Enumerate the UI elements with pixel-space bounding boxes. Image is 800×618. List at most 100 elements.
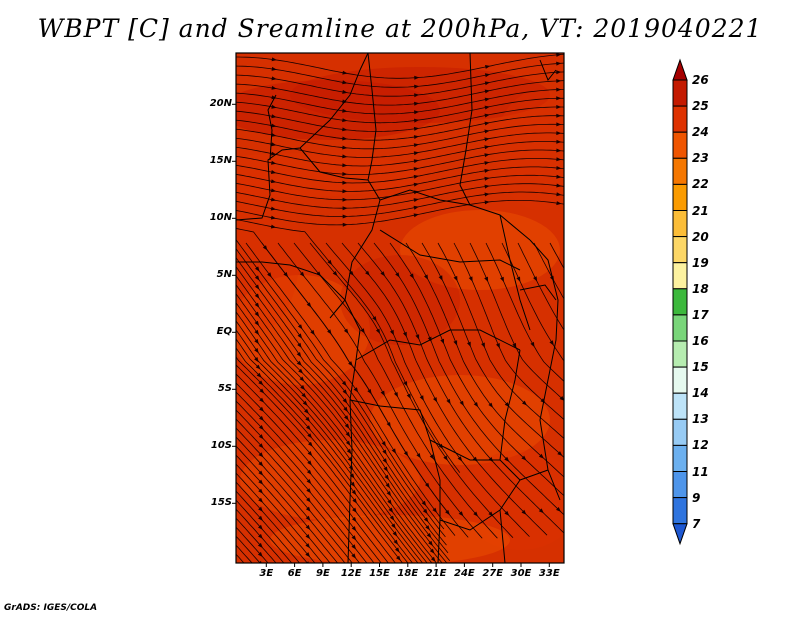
border-line xyxy=(329,53,381,319)
lon-tick-label: 21E xyxy=(425,568,447,579)
streamline-arrow xyxy=(344,423,350,429)
streamline-arrow xyxy=(484,89,490,94)
streamline xyxy=(453,242,564,421)
streamline-arrow xyxy=(422,508,428,514)
streamline xyxy=(236,535,261,563)
colorbar-level-label: 16 xyxy=(692,334,709,348)
streamline-arrow xyxy=(351,516,357,523)
lon-tick-label: 6E xyxy=(287,568,302,579)
streamlines xyxy=(236,53,564,563)
streamline-arrow xyxy=(343,406,348,412)
colorbar-box xyxy=(672,340,688,368)
streamline-arrow xyxy=(271,160,277,165)
streamline-arrow xyxy=(556,148,562,153)
streamline xyxy=(236,364,403,563)
border-line xyxy=(429,439,500,461)
grads-credit: GrADS: IGES/COLA xyxy=(4,603,98,613)
streamline-arrow xyxy=(258,524,263,530)
streamline-arrow xyxy=(367,389,372,395)
streamline-arrow xyxy=(258,452,264,458)
streamline-arrow xyxy=(342,222,348,227)
streamline xyxy=(236,141,564,167)
streamline-arrow xyxy=(297,324,303,330)
streamline-arrow xyxy=(443,455,448,461)
lat-tick-label: EQ xyxy=(216,326,232,338)
streamline-arrow xyxy=(484,145,490,150)
border-line xyxy=(529,239,561,501)
streamline-arrow xyxy=(556,183,562,188)
streamline-arrow xyxy=(342,108,348,113)
streamline xyxy=(236,517,277,563)
streamline-arrow xyxy=(307,451,313,457)
streamline-arrow xyxy=(341,380,347,387)
axis-ticks xyxy=(232,103,550,567)
streamline-arrow xyxy=(344,415,349,421)
streamline-arrow xyxy=(254,275,260,281)
streamline xyxy=(236,53,564,79)
streamline-arrow xyxy=(258,497,263,503)
streamline xyxy=(357,242,564,534)
streamline-arrow xyxy=(299,376,305,382)
streamline-arrow xyxy=(413,167,419,171)
streamline-arrow xyxy=(255,266,260,272)
lon-tick-label: 18E xyxy=(397,568,419,579)
border-line xyxy=(459,53,473,206)
streamline-arrow xyxy=(342,206,348,211)
streamline-arrow xyxy=(391,523,396,529)
streamline-arrow xyxy=(302,400,308,406)
colorbar-level-label: 25 xyxy=(692,99,709,114)
streamline-arrow xyxy=(556,113,562,118)
colorbar-level-label: 23 xyxy=(692,151,709,166)
streamline-arrow xyxy=(481,342,485,348)
colorbar-box xyxy=(672,314,688,342)
streamline-arrow xyxy=(258,434,264,440)
border-line xyxy=(499,214,531,331)
streamline-arrow xyxy=(255,364,261,370)
streamline-arrow xyxy=(283,272,289,278)
streamline-arrow xyxy=(423,517,429,523)
streamline-arrow xyxy=(267,272,272,278)
streamline xyxy=(236,219,461,473)
streamline-arrow xyxy=(306,497,311,503)
streamline-arrow xyxy=(559,396,564,401)
streamline-arrow xyxy=(306,425,311,431)
streamline-arrow xyxy=(516,276,521,282)
streamline-arrow xyxy=(271,66,277,71)
streamline xyxy=(236,80,564,106)
streamline-arrow xyxy=(409,273,414,279)
streamline-arrow xyxy=(360,328,365,334)
streamline-arrow xyxy=(254,284,260,290)
streamline-arrow xyxy=(413,159,419,164)
streamline-arrow xyxy=(427,336,432,342)
streamline-arrow xyxy=(556,61,562,66)
streamline xyxy=(325,242,530,537)
colorbar-level-label: 18 xyxy=(692,281,709,296)
colorbar-level-label: 12 xyxy=(692,438,709,453)
streamline-arrow xyxy=(414,101,420,106)
streamline-arrow xyxy=(472,456,478,462)
streamline-arrow xyxy=(307,460,312,466)
streamline-arrow xyxy=(393,539,399,545)
lat-tick-label: 5S xyxy=(217,383,232,395)
streamline-arrow xyxy=(396,555,401,561)
colorbar-box xyxy=(672,105,688,133)
lat-tick-label: 10N xyxy=(209,212,232,224)
colorbar-box xyxy=(672,79,688,107)
streamline-arrow xyxy=(270,206,277,211)
streamline-arrow xyxy=(345,431,351,438)
streamline-arrow xyxy=(327,329,332,335)
streamline-arrow xyxy=(307,433,312,439)
colorbar-top-arrow xyxy=(672,58,688,81)
streamline xyxy=(236,115,564,141)
streamline-arrow xyxy=(484,81,491,86)
streamline-arrow xyxy=(391,448,396,454)
streamline-arrow xyxy=(270,179,277,184)
streamline-arrow xyxy=(342,189,348,194)
border-line xyxy=(499,349,549,481)
streamline xyxy=(309,242,514,538)
streamline-arrow xyxy=(257,551,263,557)
colorbar-box xyxy=(672,157,688,185)
streamline-arrow xyxy=(271,142,277,147)
streamline xyxy=(236,320,428,563)
streamline-arrow xyxy=(549,340,554,346)
